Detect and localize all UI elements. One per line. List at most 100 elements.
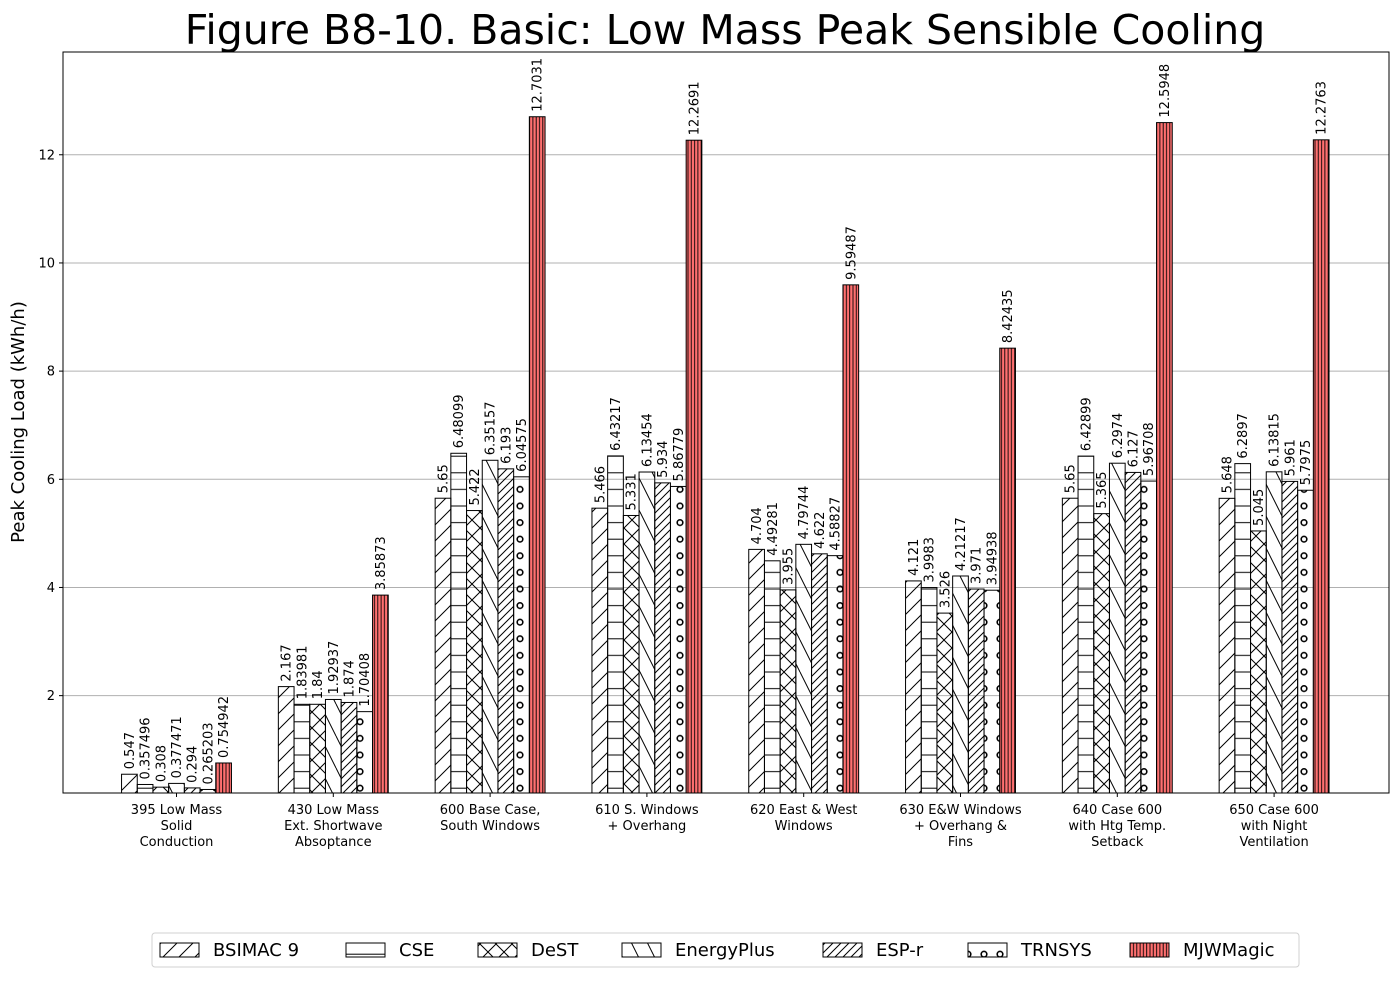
data-label: 0.357496 [139, 717, 154, 779]
bar [967, 588, 985, 794]
data-label: 6.35157 [484, 402, 499, 456]
data-label: 5.65 [437, 464, 452, 493]
bar [1218, 497, 1236, 794]
data-label: 5.422 [468, 468, 483, 505]
data-label: 5.466 [593, 466, 608, 503]
data-label: 4.49281 [766, 502, 781, 556]
data-label: 6.04575 [515, 418, 530, 472]
data-label: 6.193 [499, 427, 514, 464]
data-label: 8.42435 [1001, 289, 1016, 343]
bar [622, 514, 640, 794]
data-label: 4.121 [907, 539, 922, 576]
data-label: 1.92937 [327, 641, 342, 695]
legend-swatch [822, 942, 863, 958]
data-label: 0.294 [186, 746, 201, 783]
bar [324, 698, 342, 794]
bar [1297, 489, 1314, 794]
data-label: 4.21217 [954, 517, 969, 571]
bar [340, 701, 358, 794]
data-label: 2.167 [280, 644, 295, 681]
plot-area [62, 51, 1390, 794]
bar [591, 507, 609, 794]
data-label: 0.308 [154, 745, 169, 782]
x-tick-label: 600 Base Case, South Windows [440, 803, 541, 834]
data-label: 5.65 [1064, 464, 1079, 493]
bar [748, 548, 765, 794]
bar [215, 762, 232, 794]
data-label: 4.622 [813, 512, 828, 549]
y-tick-label: 8 [47, 365, 55, 380]
x-tick-label: 650 Case 600 with Night Ventilation [1229, 803, 1319, 850]
data-label: 6.48099 [452, 395, 467, 449]
data-labels: 0.547 0.357496 0.308 0.377471 0.294 0.265203 0… [123, 58, 1330, 785]
legend-label: DeST [531, 940, 579, 961]
bar [372, 594, 389, 794]
bar [168, 782, 185, 794]
bar [763, 560, 781, 794]
bar [293, 703, 311, 794]
bar [356, 711, 374, 794]
y-tick-label: 12 [38, 148, 55, 163]
bar [528, 116, 546, 794]
bar [1108, 462, 1126, 794]
data-label: 0.265203 [201, 722, 216, 784]
bar [277, 686, 295, 794]
legend-label: BSIMAC 9 [213, 940, 299, 961]
bar [983, 589, 1001, 794]
x-tick-label: 430 Low Mass Ext. Shortwave Absoptance [284, 803, 382, 850]
bar [1312, 139, 1330, 794]
data-label: 4.704 [750, 507, 765, 544]
bar [607, 455, 624, 794]
legend: BSIMAC 9 CSE DeST EnergyPlus ESP-r TRNSYS MJWM… [151, 932, 1300, 968]
bar [1140, 480, 1158, 794]
bar [654, 482, 671, 794]
data-label: 5.934 [656, 441, 671, 478]
bar [1077, 455, 1095, 794]
bar [1061, 497, 1079, 794]
data-label: 6.43217 [609, 397, 624, 451]
legend-label: TRNSYS [1020, 940, 1092, 961]
y-tick-label: 6 [47, 473, 55, 488]
bar [638, 471, 656, 794]
legend-swatch [621, 942, 662, 958]
data-label: 6.2974 [1111, 413, 1126, 459]
data-label: 0.377471 [170, 716, 185, 778]
data-label: 1.83981 [295, 646, 310, 700]
data-label: 5.365 [1095, 471, 1110, 508]
data-label: 5.331 [625, 473, 640, 510]
legend-swatch [159, 942, 200, 958]
bar [936, 612, 954, 794]
bar [826, 555, 844, 794]
y-tick-label: 10 [38, 256, 55, 271]
data-label: 12.2691 [688, 81, 703, 135]
legend-label: ESP-r [876, 940, 924, 961]
data-label: 6.13815 [1268, 413, 1283, 467]
legend-swatch [1129, 942, 1170, 958]
legend-swatch [477, 942, 518, 958]
data-label: 5.96708 [1142, 422, 1157, 476]
bar [1250, 530, 1267, 794]
legend-swatch [345, 942, 386, 958]
data-label: 12.2763 [1315, 81, 1330, 135]
bar [779, 589, 797, 794]
bar [685, 139, 703, 794]
chart-title: Figure B8-10. Basic: Low Mass Peak Sensi… [185, 6, 1266, 54]
bar [1156, 122, 1173, 794]
data-label: 1.84 [311, 670, 326, 699]
legend-label: CSE [399, 940, 434, 961]
bar [434, 497, 452, 794]
bar [842, 284, 860, 794]
bar [466, 510, 483, 794]
bar [497, 468, 515, 794]
data-label: 5.648 [1221, 456, 1236, 493]
bar [481, 459, 499, 794]
data-label: 6.2897 [1236, 413, 1251, 459]
data-label: 12.5948 [1158, 64, 1173, 118]
data-label: 4.79744 [797, 486, 812, 540]
data-label: 5.961 [1283, 439, 1298, 476]
y-tick-label: 4 [47, 581, 55, 596]
bar [121, 773, 138, 794]
bar [1234, 463, 1252, 794]
